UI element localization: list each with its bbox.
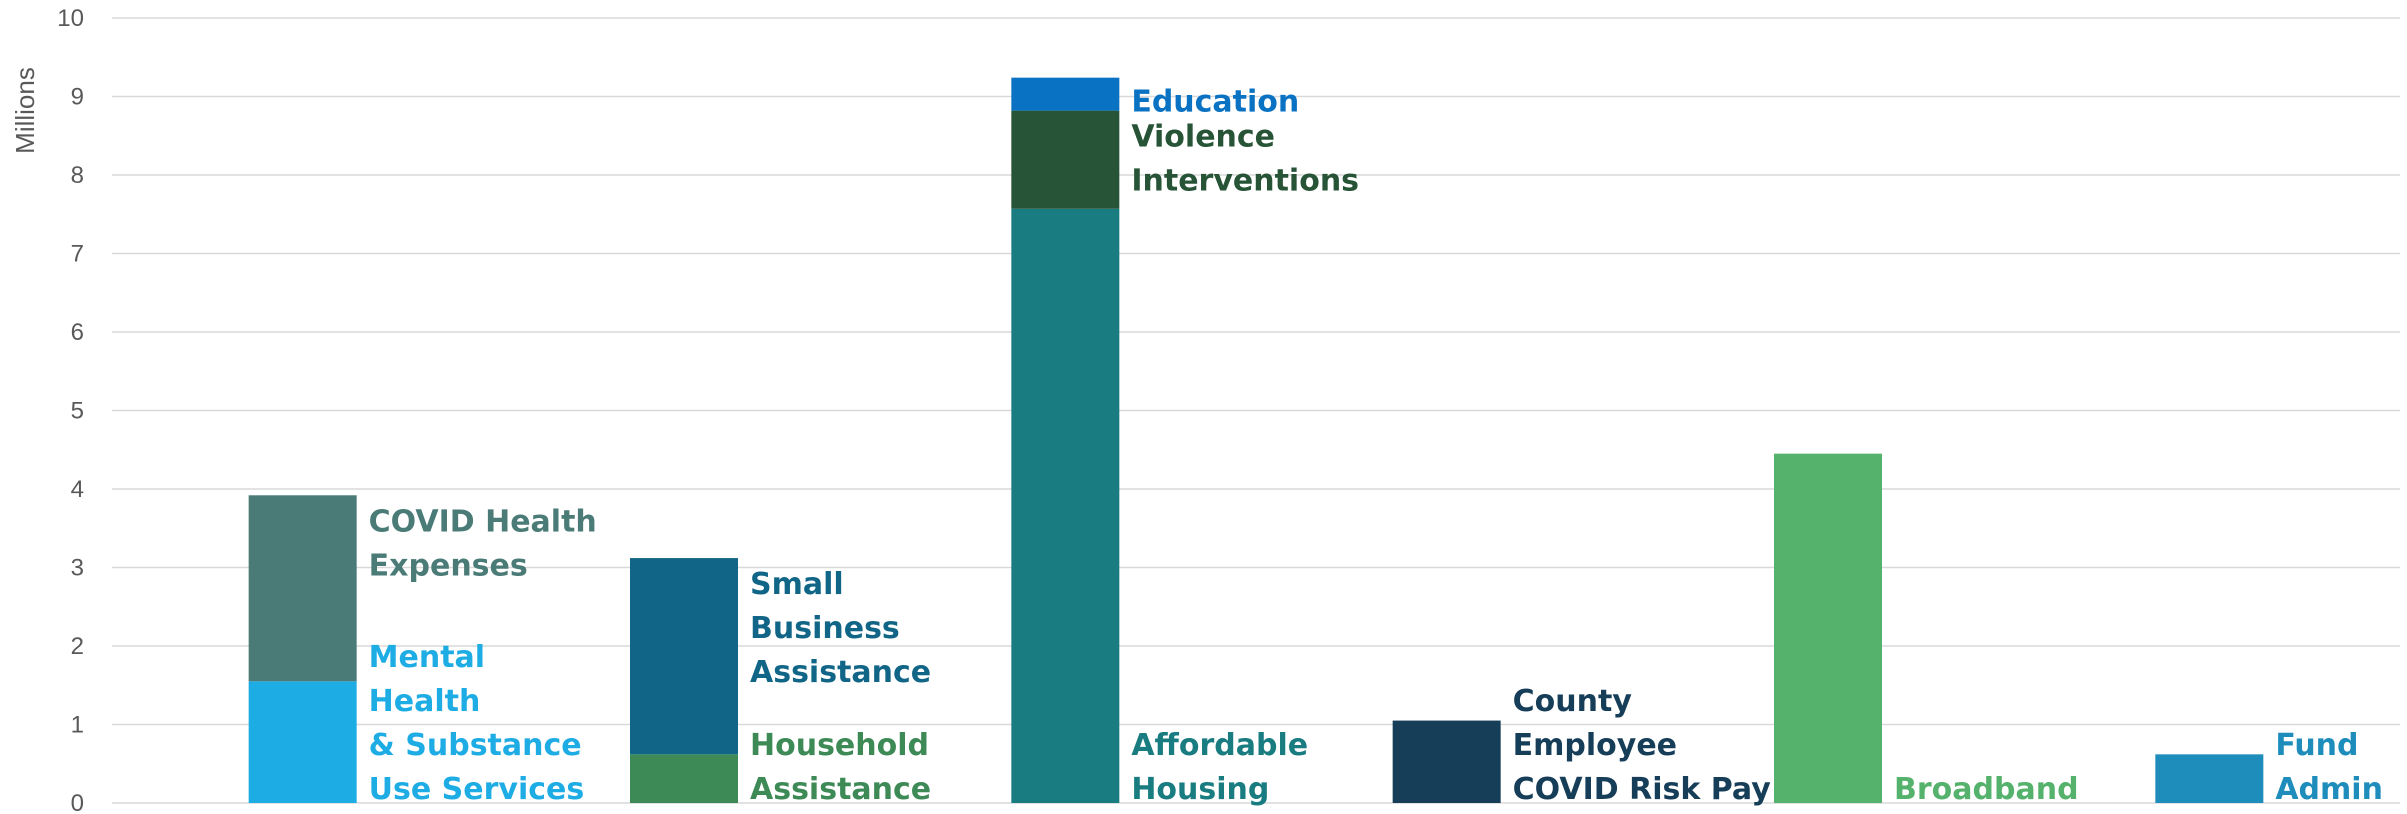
bar-segment (1774, 453, 1882, 803)
bar-segment (630, 754, 738, 803)
segment-label-line: Interventions (1131, 164, 1359, 199)
segment-label-line: Household (750, 728, 929, 763)
segment-label: Household Assistance (750, 728, 931, 807)
segment-label-line: Small (750, 567, 844, 602)
segment-label: COVID Health Expenses (369, 504, 597, 583)
segment-label-line: COVID Health (369, 504, 597, 539)
y-axis-ticks: 0 1 2 3 4 5 6 7 8 9 10 (57, 5, 84, 814)
segment-label-line: Broadband (1894, 772, 2079, 807)
bars (248, 77, 2264, 803)
y-tick-label: 3 (71, 555, 84, 582)
segment-label: Violence Interventions (1131, 120, 1359, 199)
y-tick-label: 0 (71, 790, 84, 814)
segment-label-line: Education (1131, 85, 1299, 120)
segment-label-line: Expenses (369, 548, 528, 583)
bar-segment (1392, 720, 1501, 803)
segment-label-line: Assistance (750, 655, 931, 690)
segment-label: Education (1131, 85, 1299, 120)
segment-label-line: & Substance (369, 728, 582, 763)
y-tick-label: 10 (57, 5, 84, 32)
y-axis-title: Millions (10, 67, 40, 154)
bar-segment (248, 495, 357, 682)
segment-label-line: Affordable (1131, 728, 1308, 763)
segment-label-line: County (1513, 684, 1633, 719)
y-tick-label: 1 (71, 712, 84, 739)
y-tick-label: 5 (71, 398, 84, 425)
segment-label: Mental Health & Substance Use Services (369, 640, 585, 807)
segment-label-line: Assistance (750, 772, 931, 807)
segment-labels: Mental Health & Substance Use Services COVID… (369, 85, 2383, 807)
segment-label-line: Violence (1131, 120, 1275, 155)
y-tick-label: 8 (71, 162, 84, 189)
segment-label-line: Health (369, 684, 481, 719)
gridlines (112, 17, 2400, 804)
segment-label: Small Business Assistance (750, 567, 931, 690)
segment-label: Affordable Housing (1131, 728, 1308, 807)
y-tick-label: 7 (71, 241, 84, 268)
bar-segment (630, 558, 738, 755)
bar-segment (2155, 754, 2264, 803)
segment-label-line: Mental (369, 640, 485, 675)
bar-segment (1011, 208, 1120, 803)
y-tick-label: 4 (71, 476, 84, 503)
segment-label-line: Fund (2275, 728, 2358, 763)
segment-label-line: Admin (2275, 772, 2383, 807)
segment-label: Broadband (1894, 772, 2079, 807)
segment-label-line: COVID Risk Pay (1513, 772, 1772, 807)
y-tick-label: 2 (71, 633, 84, 660)
y-tick-label: 6 (71, 319, 84, 346)
segment-label: County Employee COVID Risk Pay (1513, 684, 1772, 807)
bar-segment (1011, 110, 1120, 209)
segment-label-line: Use Services (369, 772, 585, 807)
bar-segment (248, 681, 357, 803)
bar-segment (1011, 77, 1120, 111)
segment-label: Fund Admin (2275, 728, 2383, 807)
segment-label-line: Business (750, 611, 900, 646)
segment-label-line: Housing (1131, 772, 1269, 807)
segment-label-line: Employee (1513, 728, 1677, 763)
y-tick-label: 9 (71, 84, 84, 111)
